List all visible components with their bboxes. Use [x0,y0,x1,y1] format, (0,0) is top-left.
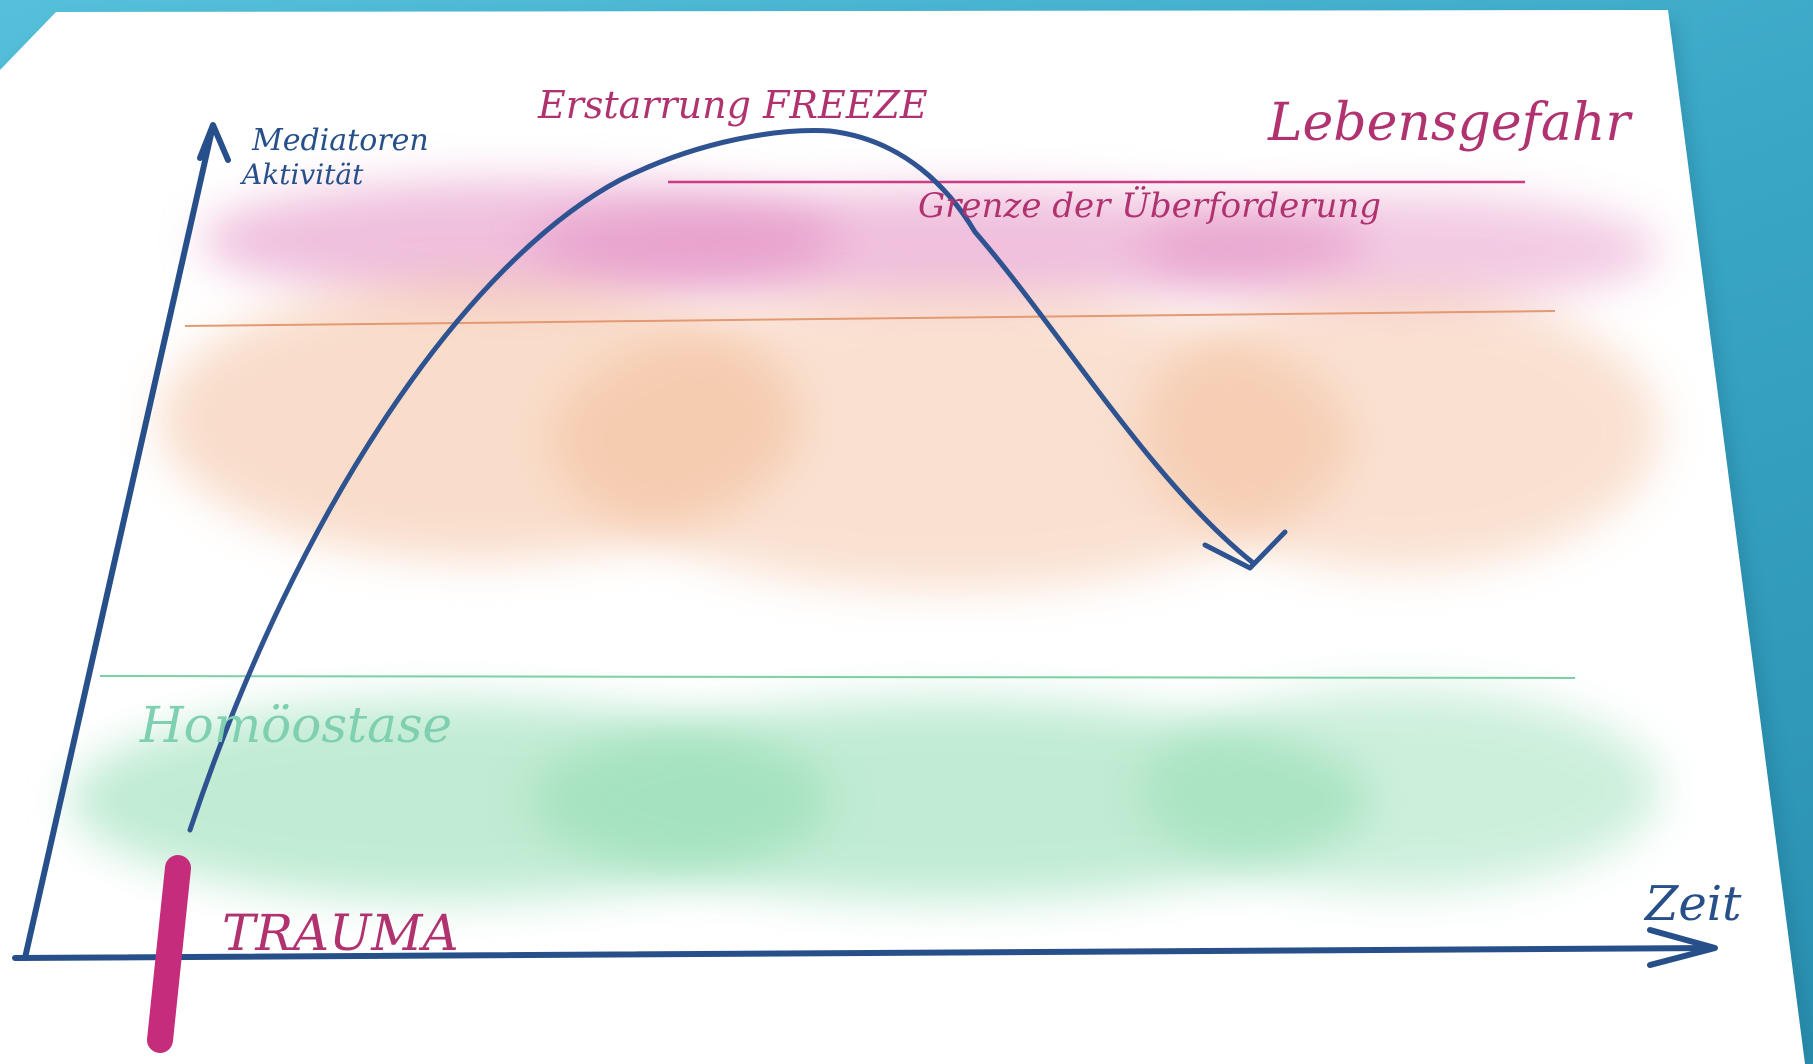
limit-label: Grenze der Überforderung [918,185,1381,226]
y-axis-label-line2: Aktivität [239,158,364,191]
trauma-label: TRAUMA [222,904,459,962]
y-axis-arrowhead [197,122,231,163]
zone-homeostasis [70,690,1660,900]
homeostasis-boundary-line [99,675,1576,679]
x-axis [12,945,1715,961]
zone-stress [160,280,1660,590]
y-axis-label-line1: Mediatoren [251,123,429,158]
x-axis-arrowhead [1647,927,1718,968]
y-axis [22,127,215,961]
trauma-bar [147,855,191,1053]
stress-curve [187,128,1255,833]
x-axis-label: Zeit [1643,876,1742,932]
homeostasis-label: Homöostase [139,696,452,754]
danger-label: Lebensgefahr [1267,93,1633,153]
freeze-label: Erstarrung FREEZE [537,83,928,127]
stress-curve-arrowhead [1202,529,1288,571]
zone-danger [200,180,1660,305]
stress-boundary-line [184,310,1556,327]
